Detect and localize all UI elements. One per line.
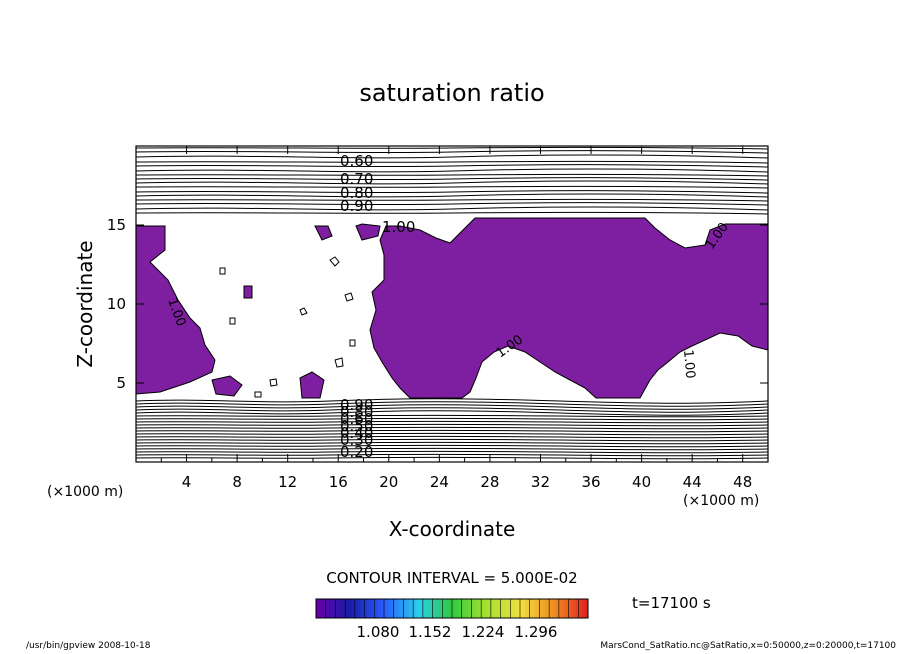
x-tick-label-10: 44	[683, 473, 702, 491]
lower-contour-line	[136, 426, 768, 430]
colorbar-label-2: 1.224	[462, 623, 505, 641]
upper-contour-line	[136, 177, 768, 181]
x-axis-tick-labels: 4 8 12 16 20 24 28 32 36 40 44 48	[182, 473, 752, 491]
y-axis-tick-labels: 5 10 15	[107, 216, 126, 392]
x-axis-unit-right: (×1000 m)	[683, 493, 759, 509]
upper-contour-line	[136, 198, 768, 202]
y-tick-label-1: 10	[107, 295, 126, 313]
contour-label-lower-4: 0.40	[340, 424, 373, 442]
upper-contour-line	[136, 185, 768, 189]
contour-label-interior-right1: 1.00	[680, 349, 697, 379]
upper-contour-line	[136, 193, 768, 198]
upper-contour-line	[136, 211, 768, 215]
lower-contour-line	[136, 447, 768, 451]
lower-contour-line	[136, 420, 768, 424]
lower-contour-line	[136, 441, 768, 445]
x-tick-label-3: 16	[329, 473, 348, 491]
lower-contour-line	[136, 414, 768, 418]
x-axis-ticks	[160, 146, 744, 462]
upper-contour-line	[136, 190, 768, 194]
contour-label-lower-2: 0.60	[340, 410, 373, 428]
y-axis-ticks	[136, 224, 768, 384]
contour-label-upper-4: 1.00	[382, 218, 415, 236]
lower-contour-line	[136, 401, 768, 407]
x-tick-label-4: 20	[379, 473, 398, 491]
lower-contour-line	[136, 438, 768, 442]
contour-label-upper-3: 0.90	[340, 197, 373, 215]
contour-interval-label: CONTOUR INTERVAL = 5.000E-02	[326, 569, 577, 587]
colorbar-label-3: 1.296	[515, 623, 558, 641]
upper-contour-line	[136, 146, 768, 150]
x-tick-label-0: 4	[182, 473, 192, 491]
contour-label-lower-3: 0.50	[340, 417, 373, 435]
upper-contour-line	[136, 206, 768, 211]
x-tick-label-1: 8	[232, 473, 242, 491]
contour-label-lower-0: 0.90	[340, 396, 373, 414]
colorbar-ticks	[325, 599, 579, 618]
footer-program-date: /usr/bin/gpview 2008-10-18	[26, 641, 151, 651]
contour-labels: 0.60 0.70 0.80 0.90 1.00 0.90 0.80 0.60 …	[164, 152, 732, 461]
upper-contour-line	[136, 202, 768, 206]
x-tick-label-7: 32	[531, 473, 550, 491]
colorbar-label-0: 1.080	[357, 623, 400, 641]
contour-label-upper-0: 0.60	[340, 152, 373, 170]
upper-contour-line	[136, 150, 768, 154]
lower-contour-line	[136, 456, 768, 460]
x-tick-label-2: 12	[278, 473, 297, 491]
y-tick-label-2: 15	[107, 216, 126, 234]
lower-contour-line	[136, 444, 768, 448]
lower-contour-line	[136, 398, 768, 404]
supersaturated-region-main	[369, 217, 768, 399]
lower-contour-line	[136, 407, 768, 413]
time-label: t=17100 s	[632, 594, 711, 612]
lower-contour-line	[136, 404, 768, 410]
upper-contour-line	[136, 180, 768, 185]
supersaturated-region-small-1	[299, 371, 325, 399]
x-tick-label-9: 40	[632, 473, 651, 491]
contour-label-lower-5: 0.30	[340, 431, 373, 449]
lower-contour-line	[136, 450, 768, 454]
contour-label-lower-1: 0.80	[340, 403, 373, 421]
upper-contour-lines	[136, 146, 768, 215]
lower-contour-line	[136, 423, 768, 427]
lower-contour-line	[136, 453, 768, 457]
lower-contour-line	[136, 435, 768, 439]
x-axis-label: X-coordinate	[389, 517, 516, 541]
supersaturated-region-small-4	[243, 285, 253, 299]
y-tick-label-0: 5	[116, 374, 126, 392]
chart-title: saturation ratio	[359, 79, 544, 107]
upper-contour-line	[136, 168, 768, 173]
x-axis-unit-left: (×1000 m)	[47, 484, 123, 500]
x-tick-label-6: 28	[480, 473, 499, 491]
upper-contour-line	[136, 173, 768, 177]
upper-contour-line	[136, 164, 768, 168]
lower-contour-line	[136, 410, 768, 416]
contour-label-lower-6: 0.20	[340, 443, 373, 461]
y-axis-label: Z-coordinate	[73, 240, 97, 367]
x-tick-label-8: 36	[581, 473, 600, 491]
supersaturated-regions	[136, 217, 768, 399]
contour-label-upper-2: 0.80	[340, 184, 373, 202]
lower-contour-line	[136, 429, 768, 433]
lower-contour-line	[136, 432, 768, 436]
lower-contour-lines	[136, 398, 768, 460]
x-tick-label-11: 48	[733, 473, 752, 491]
interior-contour-specks	[219, 256, 356, 398]
footer-file-info: MarsCond_SatRatio.nc@SatRatio,x=0:50000,…	[600, 641, 896, 651]
supersaturated-region-small-2	[211, 375, 243, 397]
plot-area	[136, 146, 768, 460]
supersaturated-region-small-3	[314, 225, 333, 241]
colorbar-label-1: 1.152	[409, 623, 452, 641]
x-tick-label-5: 24	[430, 473, 449, 491]
lower-contour-line	[136, 417, 768, 421]
upper-contour-line	[136, 154, 768, 159]
supersaturated-region-small-top	[355, 223, 381, 241]
contour-label-upper-1: 0.70	[340, 170, 373, 188]
upper-contour-line	[136, 160, 768, 164]
supersaturated-region-left	[136, 225, 216, 395]
